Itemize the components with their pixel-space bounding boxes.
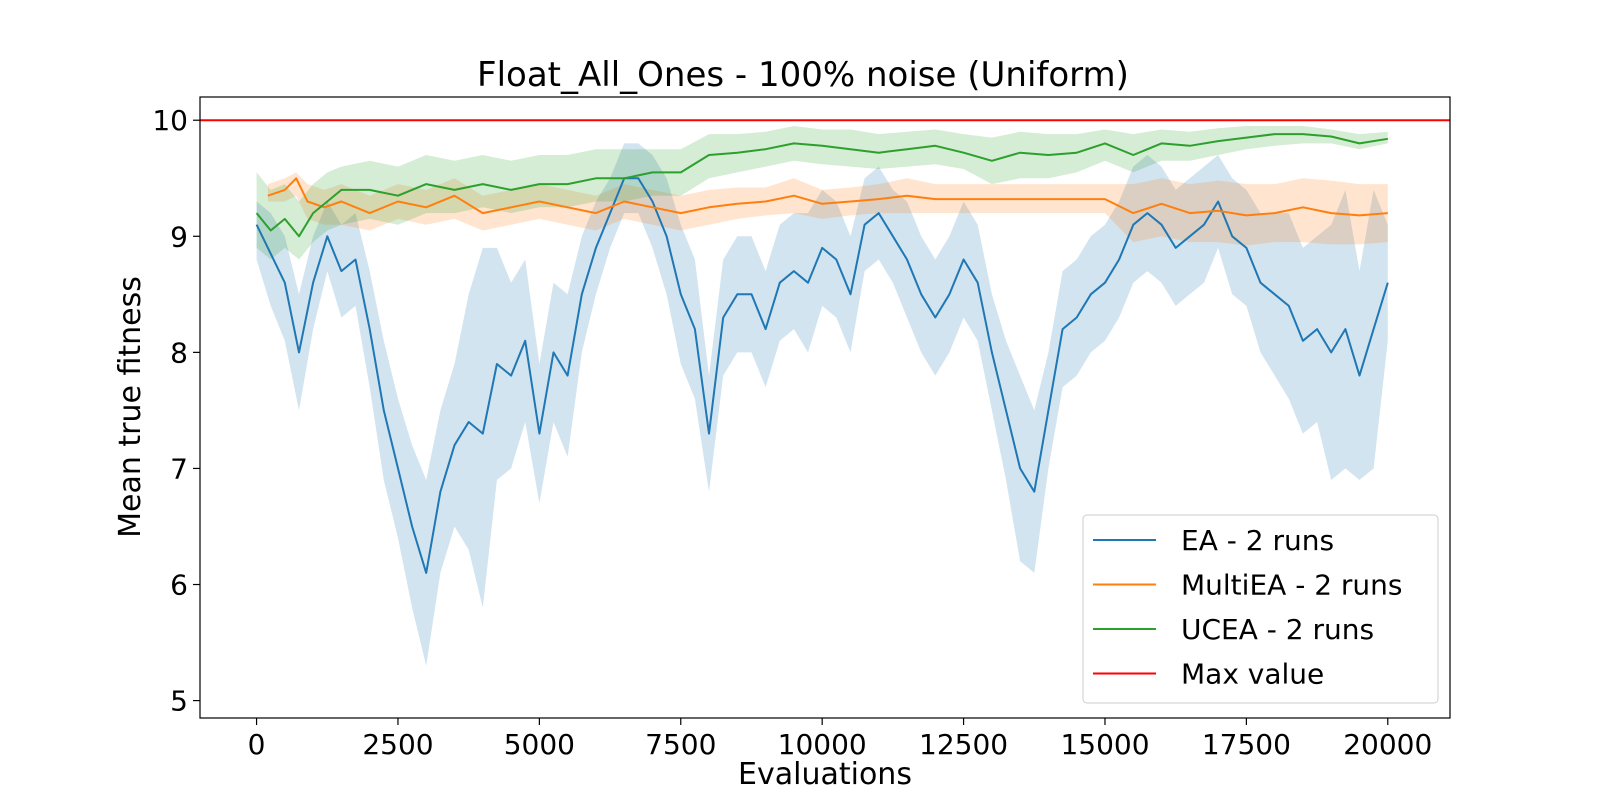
- y-tick-label: 10: [152, 104, 188, 137]
- y-tick-label: 5: [170, 685, 188, 718]
- band-ucea-2-runs: [256, 126, 1388, 260]
- x-tick-label: 10000: [778, 728, 867, 761]
- y-tick-label: 7: [170, 452, 188, 485]
- y-axis: 5 6 7 8 9 10: [152, 104, 200, 718]
- band-multiea-2-runs: [267, 172, 1388, 246]
- y-tick-label: 8: [170, 336, 188, 369]
- chart-title: Float_All_Ones - 100% noise (Uniform): [477, 55, 1129, 95]
- series-line-ucea-2-runs: [255, 133, 1388, 238]
- legend-label: UCEA - 2 runs: [1181, 613, 1374, 646]
- x-tick-label: 0: [248, 728, 266, 761]
- x-tick-label: 17500: [1202, 728, 1291, 761]
- x-tick-label: 7500: [645, 728, 716, 761]
- series-line-ea-2-runs: [255, 177, 1389, 574]
- x-tick-label: 15000: [1060, 728, 1149, 761]
- band-ea-2-runs: [256, 143, 1388, 666]
- x-axis-label: Evaluations: [738, 757, 912, 792]
- x-tick-label: 20000: [1343, 728, 1432, 761]
- legend: EA - 2 runs MultiEA - 2 runs UCEA - 2 runs…: [1082, 514, 1439, 704]
- legend-label: MultiEA - 2 runs: [1181, 569, 1403, 602]
- confidence-bands: [256, 126, 1388, 666]
- x-axis: 0 2500 5000 7500 10000 12500 15000 17500 20000: [248, 718, 1432, 761]
- x-tick-label: 12500: [919, 728, 1008, 761]
- plot-frame: [199, 96, 1451, 719]
- y-tick-label: 9: [170, 220, 188, 253]
- y-tick-label: 6: [170, 569, 188, 602]
- x-tick-label: 2500: [362, 728, 433, 761]
- series-lines: [200, 119, 1450, 574]
- series-line-multiea-2-runs: [267, 177, 1388, 217]
- y-axis-label: Mean true fitness: [113, 276, 148, 538]
- legend-label: EA - 2 runs: [1181, 524, 1334, 557]
- x-tick-label: 5000: [504, 728, 575, 761]
- legend-box: [1082, 514, 1439, 704]
- legend-label: Max value: [1181, 658, 1324, 691]
